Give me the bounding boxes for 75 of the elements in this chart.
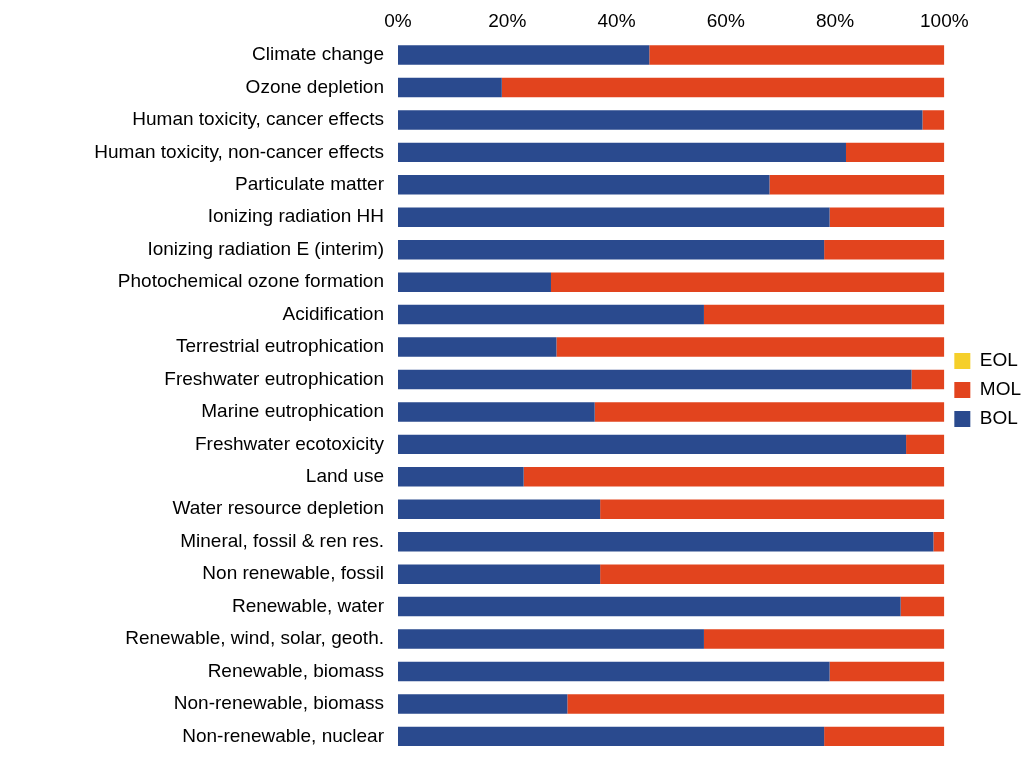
bar — [398, 531, 934, 552]
legend-label: BOL — [979, 407, 1018, 429]
y-tick-label: Land use — [305, 465, 384, 487]
bar — [398, 110, 923, 130]
bar — [398, 142, 846, 163]
y-tick-label: Freshwater ecotoxicity — [194, 432, 385, 454]
bar — [398, 661, 830, 682]
bar — [550, 272, 945, 292]
y-tick-label: Mineral, fossil & ren res. — [180, 529, 384, 551]
y-tick-label: Acidification — [282, 302, 384, 324]
x-tick-label: 20% — [488, 9, 527, 31]
x-tick-label: 60% — [706, 9, 745, 31]
y-tick-label: Non-renewable, biomass — [173, 692, 384, 714]
y-tick-label: Particulate matter — [235, 173, 385, 195]
y-tick-label: Renewable, water — [231, 594, 385, 616]
legend-label: MOL — [979, 378, 1022, 400]
y-tick-label: Water resource depletion — [172, 497, 384, 519]
bar — [398, 369, 912, 390]
y-tick-label: Ionizing radiation E (interim) — [147, 237, 384, 259]
y-tick-label: Photochemical ozone formation — [117, 270, 384, 292]
bar — [824, 239, 945, 260]
bar — [922, 110, 945, 130]
bar — [398, 239, 825, 260]
bar — [906, 434, 945, 455]
y-tick-label: Ozone depletion — [245, 75, 384, 97]
bar — [594, 402, 945, 422]
y-tick-label: Human toxicity, non-cancer effects — [94, 140, 384, 162]
bar — [398, 402, 595, 422]
legend-label: EOL — [979, 349, 1018, 371]
bar — [933, 531, 945, 552]
y-tick-label: Marine eutrophication — [201, 400, 384, 422]
bar — [567, 694, 945, 714]
bar — [398, 467, 524, 487]
bar — [911, 369, 945, 390]
y-tick-label: Human toxicity, cancer effects — [132, 108, 384, 130]
bar — [398, 272, 551, 292]
bar — [398, 726, 825, 747]
bar — [769, 175, 945, 195]
y-tick-label: Freshwater eutrophication — [164, 367, 384, 389]
bar — [398, 45, 650, 65]
y-tick-label: Renewable, biomass — [207, 659, 384, 681]
x-tick-label: 100% — [920, 9, 969, 31]
bar — [398, 77, 502, 98]
y-tick-label: Climate change — [251, 43, 384, 65]
y-tick-label: Renewable, wind, solar, geoth. — [125, 627, 384, 649]
bar — [649, 45, 945, 65]
bar — [703, 629, 945, 649]
bar — [398, 304, 704, 325]
y-tick-label: Terrestrial eutrophication — [175, 335, 384, 357]
y-tick-label: Ionizing radiation HH — [207, 205, 384, 227]
bar — [398, 629, 704, 649]
bar — [398, 694, 568, 714]
y-tick-label: Non-renewable, nuclear — [182, 724, 385, 746]
bar — [523, 467, 945, 487]
bar — [600, 499, 945, 519]
bar — [829, 207, 945, 227]
bar — [398, 175, 770, 195]
bar — [398, 564, 601, 584]
bar — [398, 434, 907, 455]
x-tick-label: 0% — [384, 9, 412, 31]
bar — [829, 661, 945, 682]
bar — [556, 337, 945, 357]
bar — [900, 596, 945, 617]
bar — [600, 564, 945, 584]
bar — [398, 596, 901, 617]
bar — [398, 207, 830, 227]
bar — [703, 304, 945, 325]
bar — [845, 142, 945, 163]
x-tick-label: 40% — [597, 9, 636, 31]
bar — [824, 726, 945, 747]
bar — [501, 77, 945, 98]
x-tick-label: 80% — [816, 9, 855, 31]
y-tick-label: Non renewable, fossil — [202, 562, 384, 584]
bar — [398, 499, 601, 519]
bar — [398, 337, 557, 357]
